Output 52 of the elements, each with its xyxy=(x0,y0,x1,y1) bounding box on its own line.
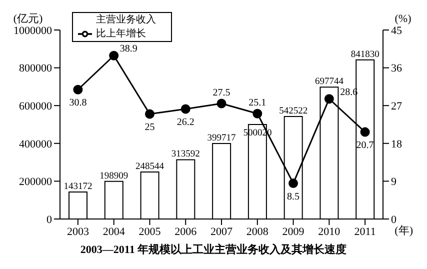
point xyxy=(252,108,262,118)
data-label: 313592 xyxy=(171,150,200,160)
x-tick-label: 2008 xyxy=(246,226,269,238)
data-label: 26.2 xyxy=(176,116,194,128)
data-label: 20.7 xyxy=(356,140,374,152)
x-tick-label: 2003 xyxy=(66,226,90,238)
data-label: 248544 xyxy=(136,162,164,172)
x-axis-title: (年) xyxy=(394,225,414,237)
y2-tick-label: 36 xyxy=(391,62,402,75)
point xyxy=(216,98,226,108)
data-label: 399717 xyxy=(207,133,236,144)
legend-label: 比上年增长 xyxy=(96,28,146,40)
data-label: 27.5 xyxy=(212,88,230,98)
y2-axis-title: (%) xyxy=(394,13,412,25)
x-tick-label: 2004 xyxy=(102,226,126,238)
data-label: 841830 xyxy=(350,50,380,60)
y-tick-label: 1000000 xyxy=(14,24,52,37)
y-tick-label: 200000 xyxy=(19,176,52,188)
y-axis-title: (亿元) xyxy=(13,13,43,25)
x-tick-label: 2009 xyxy=(282,226,305,238)
x-tick-label: 2005 xyxy=(138,226,162,238)
y-tick-label: 0 xyxy=(46,214,52,226)
data-label: 697744 xyxy=(314,77,344,88)
data-label: 25.1 xyxy=(248,98,266,109)
y2-tick-label: 0 xyxy=(391,214,397,226)
point xyxy=(73,84,83,94)
data-label: 143172 xyxy=(64,182,92,192)
point xyxy=(360,127,370,137)
x-tick-label: 2010 xyxy=(318,226,341,238)
text: 2003—2011 年规模以上工业主营业务收入及其增长速度 xyxy=(79,242,348,257)
point xyxy=(288,178,298,188)
x-tick-label: 2007 xyxy=(210,226,233,238)
text: 主营业务收入 xyxy=(96,14,156,26)
data-label: 542522 xyxy=(279,106,308,116)
data-label: 30.8 xyxy=(69,98,87,109)
data-label: 8.5 xyxy=(287,191,300,202)
data-label: 38.9 xyxy=(120,44,138,55)
y-tick-label: 800000 xyxy=(19,62,52,75)
point xyxy=(109,50,119,60)
y2-tick-label: 18 xyxy=(391,138,402,150)
x-tick-label: 2006 xyxy=(174,226,198,238)
x-tick-label: 2011 xyxy=(354,226,376,238)
y-tick-label: 600000 xyxy=(19,100,52,113)
point xyxy=(324,94,334,104)
y2-tick-label: 27 xyxy=(391,100,402,113)
data-label: 198909 xyxy=(100,171,128,182)
y-tick-label: 400000 xyxy=(19,138,52,150)
data-label: 25 xyxy=(144,122,155,133)
point xyxy=(180,104,190,114)
point xyxy=(144,109,154,119)
y2-tick-label: 9 xyxy=(391,176,397,188)
y2-tick-label: 45 xyxy=(391,24,402,37)
